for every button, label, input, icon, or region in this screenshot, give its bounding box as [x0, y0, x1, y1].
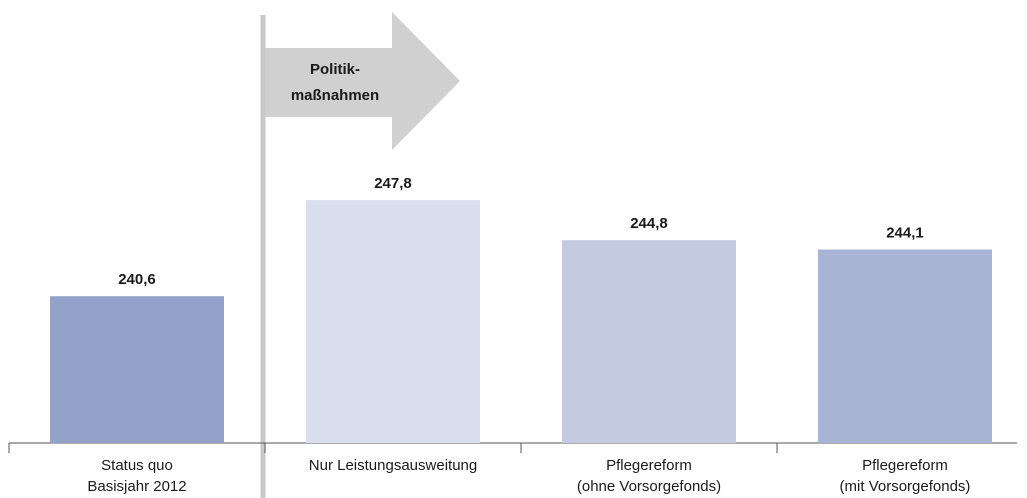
x-tick-label: Basisjahr 2012 — [87, 478, 186, 495]
annotation: Politik- — [310, 61, 360, 78]
x-tick-label: (mit Vorsorgefonds) — [840, 478, 971, 495]
annotation: maßnahmen — [291, 87, 379, 104]
x-tick-label: Status quo — [101, 457, 173, 474]
x-tick-label: Nur Leistungsausweitung — [309, 457, 477, 474]
bar — [818, 249, 992, 443]
x-tick-label: Pflegereform — [606, 457, 692, 474]
bar — [50, 296, 224, 443]
policy-arrow — [263, 12, 460, 150]
value-label: 244,8 — [630, 215, 668, 232]
value-label: 240,6 — [118, 271, 156, 288]
value-label: 247,8 — [374, 175, 412, 192]
x-tick-label: Pflegereform — [862, 457, 948, 474]
bar — [306, 200, 480, 443]
value-label: 244,1 — [886, 224, 924, 241]
bar — [562, 240, 736, 443]
x-tick-label: (ohne Vorsorgefonds) — [577, 478, 721, 495]
